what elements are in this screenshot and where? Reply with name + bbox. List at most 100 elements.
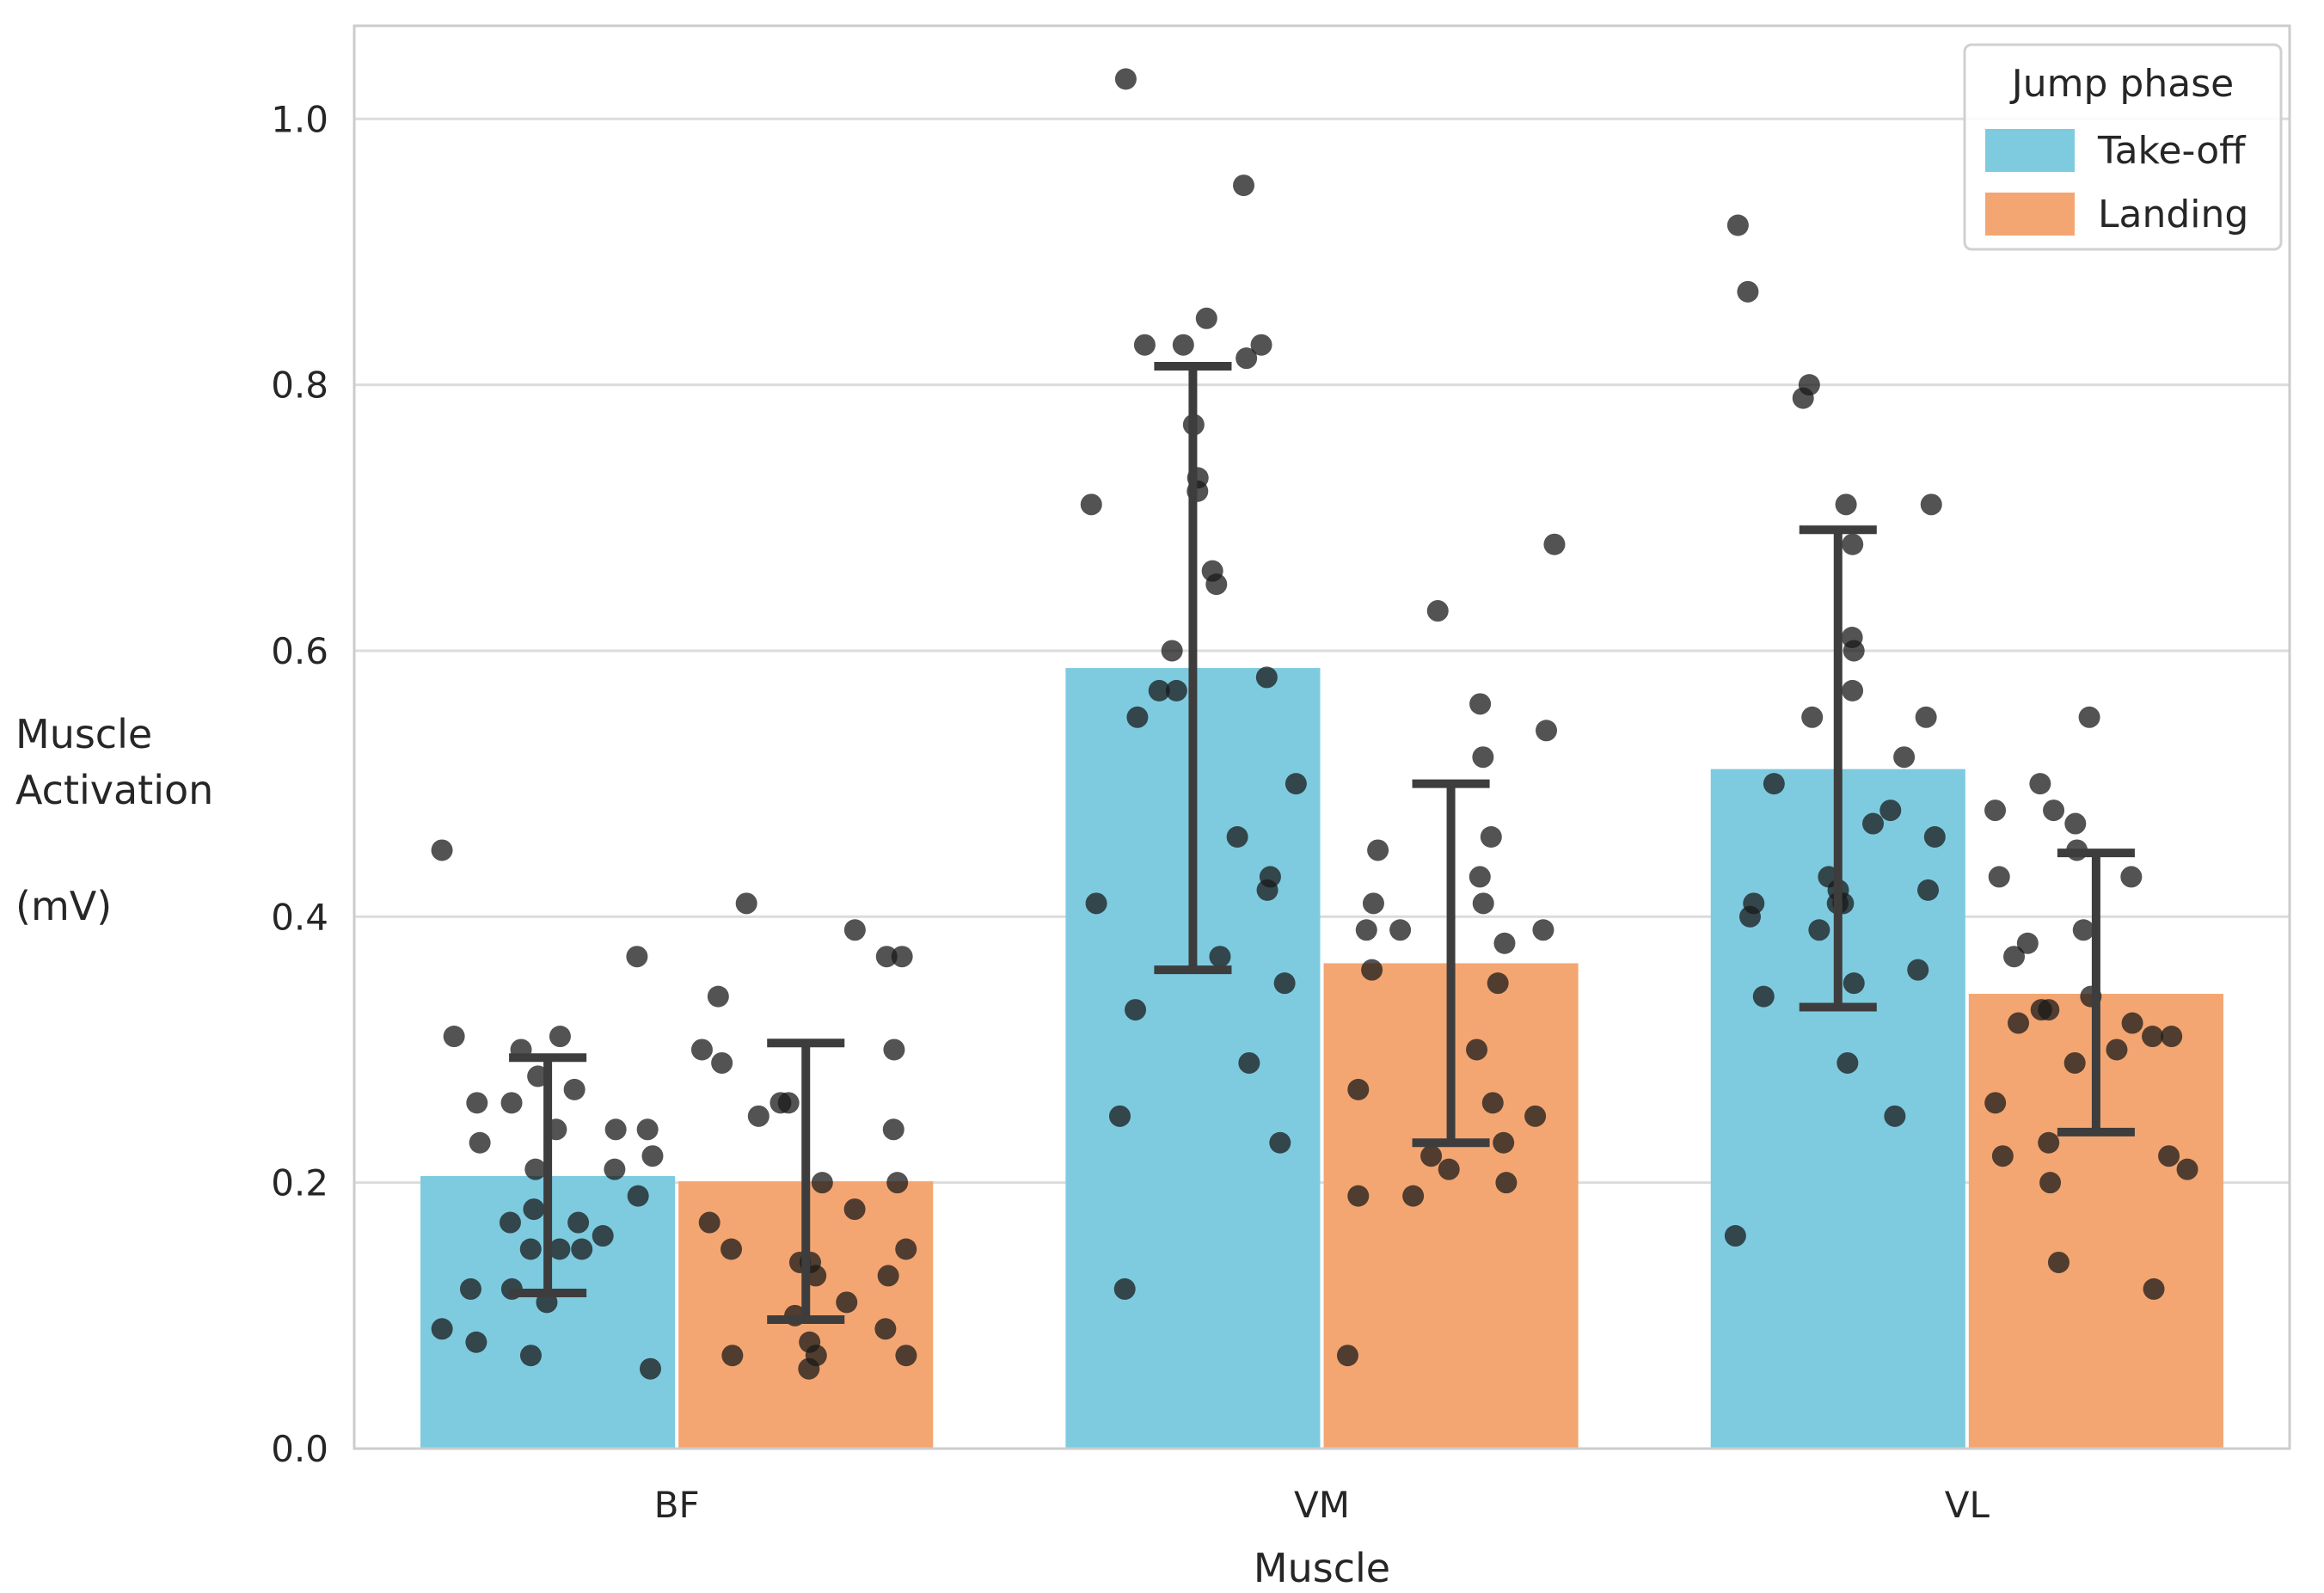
data-point: [2161, 1026, 2183, 1048]
data-point: [1161, 640, 1183, 662]
data-point: [1469, 866, 1491, 888]
data-point: [2003, 946, 2026, 968]
data-point: [2120, 866, 2143, 888]
data-point: [1355, 919, 1377, 941]
y-tick-label: 1.0: [271, 98, 328, 140]
data-point: [1984, 1092, 2007, 1114]
data-point: [2016, 932, 2039, 954]
data-point: [604, 1118, 627, 1141]
y-tick-label: 0.2: [271, 1162, 328, 1204]
data-point: [1984, 800, 2007, 822]
data-point: [1843, 640, 1865, 662]
data-point: [1543, 533, 1566, 555]
data-point: [1256, 879, 1279, 901]
data-point: [698, 1211, 721, 1234]
data-point: [465, 1331, 487, 1353]
data-point: [1466, 1039, 1488, 1061]
data-point: [805, 1265, 827, 1287]
data-point: [1205, 573, 1228, 596]
data-point: [1879, 800, 1902, 822]
data-point: [1726, 214, 1749, 236]
data-point: [798, 1357, 820, 1380]
data-point: [1915, 706, 1937, 728]
data-point: [1238, 1051, 1260, 1074]
data-point: [1493, 1131, 1515, 1154]
data-point: [777, 1092, 800, 1114]
data-point: [443, 1026, 465, 1048]
data-point: [1724, 1225, 1746, 1247]
legend-swatch: [1985, 193, 2075, 236]
data-point: [1801, 706, 1824, 728]
data-point: [1285, 773, 1307, 795]
data-points: [431, 68, 2198, 1380]
data-point: [1536, 720, 1558, 742]
data-point: [1495, 1172, 1518, 1194]
data-point: [1843, 972, 1865, 995]
data-point: [639, 1357, 661, 1380]
data-point: [2121, 1012, 2143, 1034]
data-point: [1402, 1185, 1425, 1207]
x-tick-label: VL: [1945, 1484, 1990, 1526]
data-point: [721, 1345, 744, 1367]
data-point: [466, 1092, 488, 1114]
data-point: [2047, 1251, 2070, 1273]
y-axis-title-line: Muscle: [15, 711, 152, 757]
data-point: [1738, 905, 1761, 928]
data-point: [627, 1185, 649, 1207]
data-point: [1125, 999, 1147, 1021]
data-point: [895, 1345, 917, 1367]
y-axis-title-line: (mV): [15, 883, 112, 929]
data-point: [519, 1238, 542, 1260]
data-point: [626, 946, 648, 968]
data-point: [886, 1172, 909, 1194]
data-point: [563, 1078, 586, 1100]
data-point: [549, 1026, 571, 1048]
data-point: [1493, 932, 1516, 954]
data-point: [1195, 307, 1217, 329]
data-point: [499, 1211, 521, 1234]
y-axis-title: Muscle Activation (mV): [15, 711, 213, 929]
data-point: [1480, 826, 1502, 849]
data-point: [1347, 1185, 1370, 1207]
data-point: [1226, 826, 1248, 849]
data-point: [469, 1131, 491, 1154]
data-point: [549, 1238, 571, 1260]
data-point: [523, 1198, 545, 1221]
y-tick-label: 0.6: [271, 630, 328, 672]
data-point: [1893, 746, 1916, 769]
data-point: [843, 919, 866, 941]
data-point: [1085, 892, 1107, 915]
data-point: [811, 1172, 833, 1194]
legend-label: Landing: [2098, 193, 2248, 236]
data-point: [2142, 1026, 2164, 1048]
data-point: [1763, 773, 1785, 795]
y-axis-title-line: Activation: [15, 767, 213, 813]
data-point: [1737, 280, 1759, 303]
data-point: [1472, 892, 1494, 915]
data-point: [519, 1345, 542, 1367]
data-point: [2043, 800, 2065, 822]
data-point: [1917, 879, 1940, 901]
data-point: [721, 1238, 743, 1260]
data-point: [1148, 679, 1170, 702]
data-point: [1273, 972, 1296, 995]
data-point: [1250, 334, 1272, 356]
data-point: [883, 1039, 905, 1061]
data-point: [2063, 1051, 2086, 1074]
data-point: [1420, 1145, 1443, 1167]
data-point: [1269, 1131, 1291, 1154]
data-point: [1165, 679, 1187, 702]
data-point: [895, 1238, 917, 1260]
data-point: [2038, 999, 2060, 1021]
data-point: [604, 1158, 626, 1180]
data-point: [1524, 1105, 1547, 1127]
data-point: [431, 839, 453, 861]
data-point: [1080, 493, 1102, 516]
data-point: [1837, 1051, 1859, 1074]
x-axis-ticks: BF VM VL: [654, 1484, 1990, 1526]
data-point: [1752, 985, 1775, 1008]
data-point: [1361, 959, 1383, 981]
data-point: [2072, 919, 2094, 941]
x-axis-title: Muscle: [1254, 1545, 1390, 1591]
